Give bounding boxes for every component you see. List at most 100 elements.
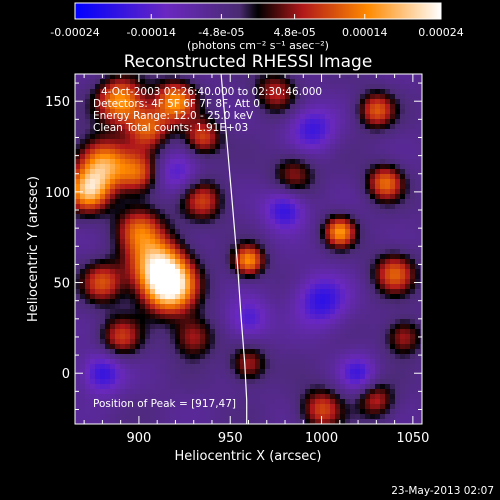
heatmap-cell	[290, 229, 296, 235]
heatmap-cell	[400, 84, 406, 90]
heatmap-cell	[190, 249, 196, 255]
heatmap-cell	[175, 369, 181, 375]
heatmap-cell	[305, 359, 311, 365]
heatmap-cell	[340, 84, 346, 90]
heatmap-cell	[240, 409, 246, 415]
heatmap-cell	[195, 124, 201, 130]
heatmap-cell	[330, 164, 336, 170]
heatmap-cell	[110, 234, 116, 240]
heatmap-cell	[295, 164, 301, 170]
heatmap-cell	[185, 379, 191, 385]
heatmap-cell	[400, 124, 406, 130]
heatmap-cell	[165, 79, 171, 85]
heatmap-cell	[265, 119, 271, 125]
heatmap-cell	[230, 104, 236, 110]
heatmap-cell	[270, 324, 276, 330]
heatmap-cell	[265, 214, 271, 220]
heatmap-cell	[90, 384, 96, 390]
heatmap-cell	[280, 189, 286, 195]
heatmap-cell	[220, 134, 226, 140]
heatmap-cell	[145, 114, 151, 120]
heatmap-cell	[115, 359, 121, 365]
heatmap-cell	[420, 274, 422, 280]
heatmap-cell	[385, 89, 391, 95]
heatmap-cell	[285, 349, 291, 355]
heatmap-cell	[85, 159, 91, 165]
heatmap-cell	[210, 174, 216, 180]
heatmap-cell	[285, 119, 291, 125]
heatmap-cell	[215, 274, 221, 280]
heatmap-cell	[340, 274, 346, 280]
heatmap-cell	[245, 379, 251, 385]
heatmap-cell	[160, 204, 166, 210]
heatmap-cell	[405, 204, 411, 210]
heatmap-cell	[200, 219, 206, 225]
heatmap-cell	[255, 124, 261, 130]
heatmap-cell	[205, 349, 211, 355]
heatmap-cell	[130, 309, 136, 315]
heatmap-cell	[110, 389, 116, 395]
heatmap-cell	[140, 304, 146, 310]
heatmap-cell	[345, 309, 351, 315]
heatmap-cell	[135, 189, 141, 195]
heatmap-cell	[230, 304, 236, 310]
heatmap-cell	[120, 404, 126, 410]
heatmap-cell	[355, 154, 361, 160]
heatmap-cell	[370, 239, 376, 245]
heatmap-cell	[355, 409, 361, 415]
heatmap-cell	[250, 249, 256, 255]
heatmap-cell	[365, 169, 371, 175]
heatmap-cell	[200, 419, 206, 424]
heatmap-cell	[240, 269, 246, 275]
heatmap-cell	[235, 339, 241, 345]
heatmap-cell	[270, 249, 276, 255]
heatmap-cell	[355, 334, 361, 340]
heatmap-cell	[180, 234, 186, 240]
heatmap-cell	[95, 224, 101, 230]
heatmap-cell	[275, 389, 281, 395]
heatmap-cell	[385, 324, 391, 330]
heatmap-cell	[255, 354, 261, 360]
heatmap-cell	[170, 84, 176, 90]
heatmap-cell	[345, 404, 351, 410]
heatmap-cell	[400, 389, 406, 395]
heatmap-cell	[160, 169, 166, 175]
heatmap-cell	[420, 159, 422, 165]
heatmap-cell	[405, 224, 411, 230]
heatmap-cell	[85, 114, 91, 120]
heatmap-cell	[230, 229, 236, 235]
heatmap-cell	[255, 159, 261, 165]
heatmap-cell	[335, 74, 341, 80]
heatmap-cell	[280, 179, 286, 185]
heatmap-cell	[300, 354, 306, 360]
heatmap-cell	[360, 379, 366, 385]
heatmap-cell	[75, 234, 81, 240]
heatmap-cell	[205, 204, 211, 210]
heatmap-cell	[185, 99, 191, 105]
heatmap-cell	[410, 204, 416, 210]
heatmap-cell	[135, 354, 141, 360]
heatmap-cell	[400, 369, 406, 375]
heatmap-cell	[365, 254, 371, 260]
heatmap-cell	[330, 99, 336, 105]
heatmap-cell	[130, 79, 136, 85]
heatmap-cell	[85, 139, 91, 145]
heatmap-cell	[365, 404, 371, 410]
heatmap-cell	[315, 229, 321, 235]
heatmap-cell	[305, 319, 311, 325]
heatmap-cell	[410, 209, 416, 215]
heatmap-cell	[120, 274, 126, 280]
heatmap-cell	[235, 384, 241, 390]
heatmap-cell	[90, 144, 96, 150]
heatmap-cell	[370, 384, 376, 390]
heatmap-cell	[330, 274, 336, 280]
heatmap-cell	[250, 219, 256, 225]
heatmap-cell	[85, 199, 91, 205]
heatmap-cell	[95, 74, 101, 80]
heatmap-cell	[310, 99, 316, 105]
heatmap-cell	[320, 369, 326, 375]
heatmap-cell	[260, 364, 266, 370]
heatmap-cell	[405, 389, 411, 395]
heatmap-cell	[75, 219, 81, 225]
heatmap-cell	[115, 284, 121, 290]
